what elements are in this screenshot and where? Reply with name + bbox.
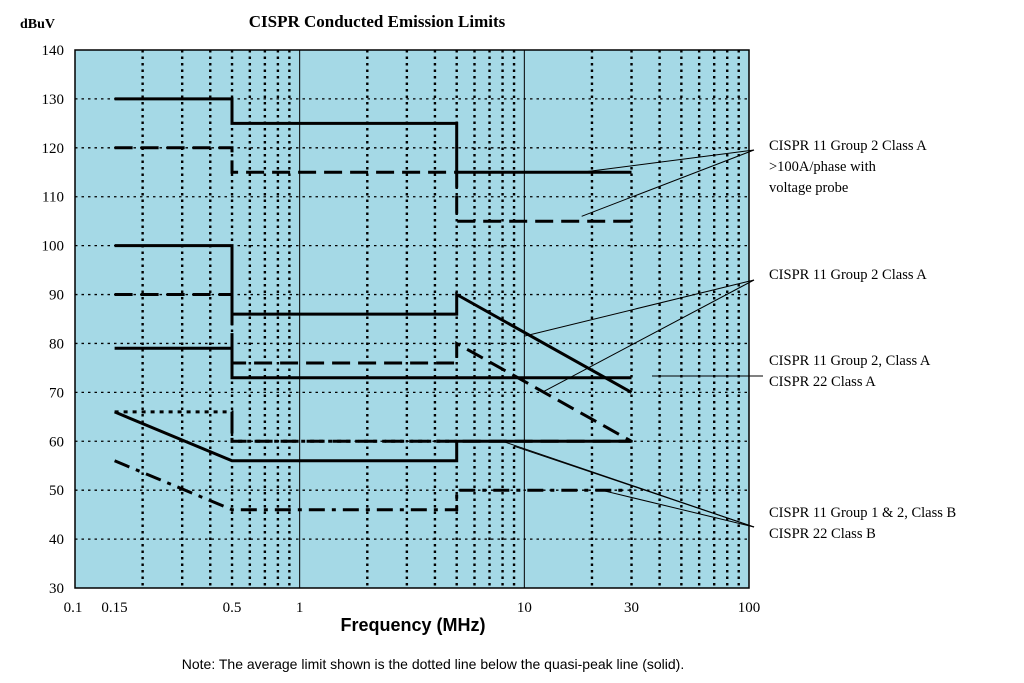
x-tick-label: 10	[517, 600, 532, 616]
series-line-9	[114, 459, 632, 512]
annotation-text: voltage probe	[769, 180, 848, 196]
annotation-text: CISPR 11 Group 2 Class A	[769, 267, 927, 283]
series-line-4	[114, 293, 633, 443]
annotation-text: >100A/phase with	[769, 159, 877, 175]
y-tick-label: 110	[42, 190, 64, 206]
leader-line	[541, 279, 755, 393]
leader-line	[581, 149, 755, 217]
y-tick-label: 60	[49, 434, 64, 450]
annotation-text: CISPR 11 Group 2, Class A	[769, 353, 931, 369]
series-group	[114, 97, 633, 512]
y-tick-label: 70	[49, 385, 64, 401]
annotation-label-class-b: CISPR 11 Group 1 & 2, Class B CISPR 22 C…	[769, 505, 956, 542]
leader-line	[513, 445, 755, 528]
y-tick-label: 50	[49, 483, 64, 499]
y-tick-label: 120	[42, 141, 65, 157]
series-line-7	[114, 410, 632, 463]
y-tick-label: 100	[42, 239, 65, 255]
leader-line	[601, 489, 755, 528]
leader-lines	[502, 149, 763, 528]
x-tick-label: 30	[624, 600, 639, 616]
chart-title: CISPR Conducted Emission Limits	[249, 12, 506, 31]
x-tick-label: 0.15	[101, 600, 127, 616]
annotation-text: CISPR 22 Class A	[769, 374, 876, 390]
x-tick-label: 0.1	[64, 600, 83, 616]
annotation-label-group-2-class-a-cispr22: CISPR 11 Group 2, Class A CISPR 22 Class…	[769, 353, 931, 390]
chart-note: Note: The average limit shown is the dot…	[182, 656, 684, 672]
y-tick-label: 140	[42, 43, 65, 59]
y-tick-label: 130	[42, 92, 65, 108]
x-tick-label: 1	[296, 600, 304, 616]
y-tick-label: 90	[49, 288, 64, 304]
leader-line	[524, 279, 755, 337]
y-tick-label: 80	[49, 336, 64, 352]
series-line-3	[114, 244, 633, 394]
plot-area	[75, 50, 749, 588]
x-axis-label: Frequency (MHz)	[340, 615, 485, 635]
x-tick-label: 100	[738, 600, 761, 616]
y-axis-label: dBuV	[20, 17, 55, 32]
series-line-5	[114, 346, 632, 380]
annotation-text: CISPR 11 Group 2 Class A	[769, 138, 927, 154]
annotation-text: CISPR 22 Class B	[769, 526, 876, 542]
x-tick-label: 0.5	[223, 600, 242, 616]
annotation-label-group-2-class-a-probe: CISPR 11 Group 2 Class A >100A/phase wit…	[769, 138, 927, 196]
annotation-text: CISPR 11 Group 1 & 2, Class B	[769, 505, 956, 521]
plot-border	[74, 49, 750, 589]
leader-line	[581, 149, 755, 173]
series-line-1	[114, 97, 632, 174]
annotation-label-group-2-class-a: CISPR 11 Group 2 Class A	[769, 267, 927, 283]
series-line-2	[114, 146, 632, 223]
y-tick-label: 40	[49, 532, 64, 548]
y-tick-label: 30	[49, 581, 64, 597]
